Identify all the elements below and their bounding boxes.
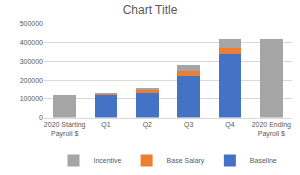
svg-text:Q2: Q2 [143, 121, 152, 129]
svg-text:Base Salary: Base Salary [167, 157, 205, 165]
svg-text:400000: 400000 [20, 39, 43, 46]
svg-text:2020 StartingPayroll $: 2020 StartingPayroll $ [44, 121, 86, 138]
svg-text:Chart Title: Chart Title [123, 3, 178, 17]
svg-text:300000: 300000 [20, 58, 43, 65]
svg-text:500000: 500000 [20, 20, 43, 27]
svg-text:200000: 200000 [20, 77, 43, 84]
svg-text:Incentive: Incentive [94, 157, 122, 164]
svg-text:2020 EndingPayroll $: 2020 EndingPayroll $ [252, 121, 291, 138]
svg-text:100000: 100000 [20, 95, 43, 102]
svg-text:Baseline: Baseline [250, 157, 277, 164]
svg-text:0: 0 [39, 114, 43, 121]
svg-text:Q4: Q4 [225, 121, 234, 129]
svg-text:Q1: Q1 [101, 121, 110, 129]
svg-text:Q3: Q3 [184, 121, 193, 129]
